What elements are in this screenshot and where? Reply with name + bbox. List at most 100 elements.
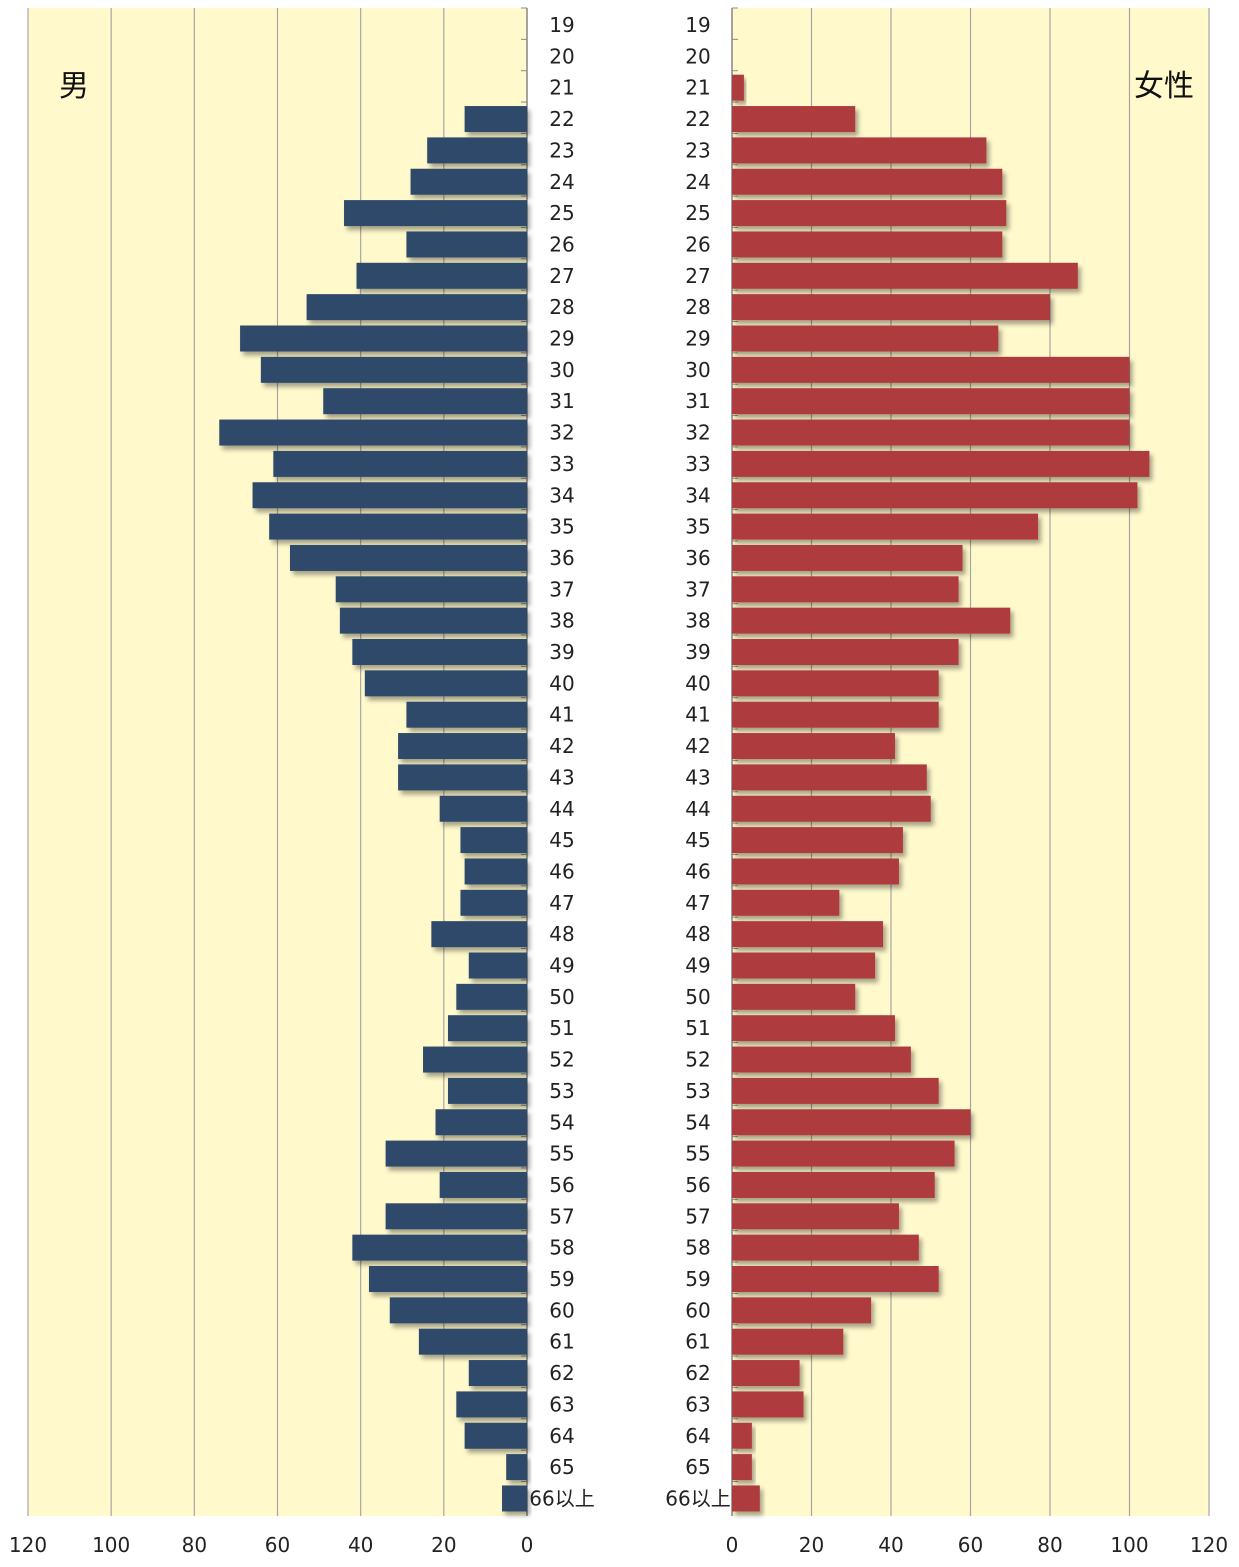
male-bar-33 — [273, 450, 527, 477]
male-bar-27 — [356, 262, 527, 289]
female-bar-21 — [732, 74, 744, 101]
female-category-label: 22 — [685, 107, 710, 131]
female-category-label: 64 — [685, 1424, 710, 1448]
female-category-label: 33 — [685, 452, 710, 476]
male-bar-48 — [431, 921, 527, 948]
female-bar-38 — [732, 607, 1011, 634]
female-category-label: 54 — [685, 1110, 710, 1134]
female-category-label: 58 — [685, 1236, 710, 1260]
female-category-label: 56 — [685, 1173, 710, 1197]
female-category-label: 45 — [685, 828, 710, 852]
male-category-label: 57 — [549, 1204, 574, 1228]
male-category-label: 55 — [549, 1142, 574, 1166]
male-category-label: 40 — [549, 671, 574, 695]
female-x-tick-label: 80 — [1037, 1533, 1062, 1557]
female-category-label: 28 — [685, 295, 710, 319]
male-category-label: 42 — [549, 734, 574, 758]
male-bar-35 — [269, 513, 527, 540]
female-bar-47 — [732, 889, 840, 916]
female-category-label: 38 — [685, 609, 710, 633]
female-panel-title: 女性 — [1134, 69, 1194, 104]
male-bar-45 — [460, 827, 527, 854]
male-panel-title: 男 — [59, 69, 89, 104]
male-bar-29 — [240, 325, 527, 352]
male-category-label: 47 — [549, 891, 574, 915]
male-category-label: 34 — [549, 483, 574, 507]
male-bar-52 — [423, 1046, 527, 1073]
female-category-label: 46 — [685, 859, 710, 883]
male-bar-51 — [447, 1015, 527, 1042]
male-category-label: 45 — [549, 828, 574, 852]
female-x-tick-label: 100 — [1110, 1533, 1148, 1557]
male-category-label: 33 — [549, 452, 574, 476]
male-category-label: 64 — [549, 1424, 574, 1448]
male-category-label: 19 — [549, 13, 574, 37]
male-bar-65 — [506, 1454, 527, 1481]
male-bar-59 — [368, 1266, 527, 1292]
male-bar-31 — [323, 388, 527, 415]
female-category-label: 23 — [685, 138, 710, 162]
male-category-label: 61 — [549, 1330, 574, 1354]
male-category-label: 53 — [549, 1079, 574, 1103]
male-category-label: 65 — [549, 1455, 574, 1479]
female-x-tick-label: 120 — [1190, 1533, 1228, 1557]
male-category-label: 54 — [549, 1110, 574, 1134]
female-bar-45 — [732, 827, 903, 854]
male-category-label: 26 — [549, 232, 574, 256]
male-category-label: 41 — [549, 703, 574, 727]
female-bar-31 — [732, 388, 1130, 415]
female-bar-65 — [732, 1454, 752, 1481]
male-bar-64 — [464, 1422, 527, 1449]
female-bar-54 — [732, 1109, 971, 1136]
female-bar-56 — [732, 1171, 935, 1198]
male-category-label: 60 — [549, 1298, 574, 1322]
male-category-label: 28 — [549, 295, 574, 319]
male-category-label: 49 — [549, 954, 574, 978]
male-category-label: 50 — [549, 985, 574, 1009]
male-category-label: 62 — [549, 1361, 574, 1385]
male-bar-62 — [468, 1360, 527, 1387]
female-bar-49 — [732, 952, 876, 979]
female-category-label: 43 — [685, 765, 710, 789]
female-bar-50 — [732, 983, 856, 1010]
female-category-label: 55 — [685, 1142, 710, 1166]
male-category-label: 27 — [549, 264, 574, 288]
female-category-label: 24 — [685, 170, 710, 194]
female-category-label: 31 — [685, 389, 710, 413]
female-category-label: 53 — [685, 1079, 710, 1103]
male-category-label: 66以上 — [529, 1486, 594, 1510]
male-bar-60 — [389, 1297, 527, 1324]
male-category-label: 32 — [549, 421, 574, 445]
female-category-label: 44 — [685, 797, 710, 821]
male-category-label: 21 — [549, 76, 574, 100]
male-category-label: 24 — [549, 170, 574, 194]
male-bar-22 — [464, 106, 527, 133]
female-bar-23 — [732, 137, 987, 164]
female-category-label: 41 — [685, 703, 710, 727]
male-bar-49 — [468, 952, 527, 979]
male-bar-63 — [456, 1391, 527, 1418]
female-category-label: 21 — [685, 76, 710, 100]
female-category-label: 29 — [685, 327, 710, 351]
male-category-label: 63 — [549, 1392, 574, 1416]
male-bar-40 — [364, 670, 527, 697]
male-bar-53 — [447, 1077, 527, 1104]
male-category-label: 59 — [549, 1267, 574, 1291]
male-bar-50 — [456, 983, 527, 1010]
female-bar-25 — [732, 200, 1007, 227]
male-bar-32 — [219, 419, 528, 446]
male-x-tick-label: 120 — [9, 1533, 47, 1557]
male-category-label: 48 — [549, 922, 574, 946]
male-bar-42 — [398, 733, 527, 760]
female-category-label: 19 — [685, 13, 710, 37]
female-x-tick-label: 0 — [726, 1533, 739, 1557]
male-bar-26 — [406, 231, 527, 258]
female-bar-66以上 — [732, 1485, 760, 1512]
male-bar-39 — [352, 639, 527, 665]
female-bar-39 — [732, 639, 959, 665]
male-category-label: 29 — [549, 327, 574, 351]
male-x-tick-label: 80 — [182, 1533, 207, 1557]
male-x-tick-label: 0 — [521, 1533, 534, 1557]
male-x-tick-label: 60 — [265, 1533, 290, 1557]
